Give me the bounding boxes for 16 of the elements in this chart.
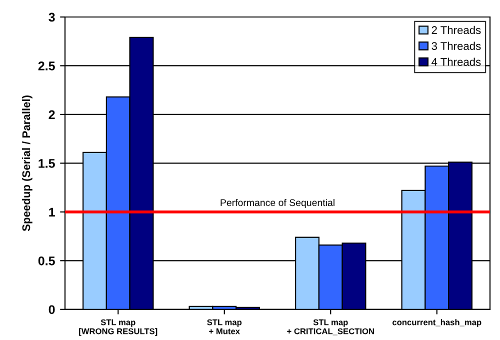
y-tick-label: 0.5	[38, 256, 55, 266]
y-tick-label: 2.5	[38, 62, 55, 70]
legend-label: 3 Threads	[432, 42, 481, 50]
legend-label: 4 Threads	[432, 58, 481, 66]
x-tick-label: STL map [WRONG RESULTS]	[79, 319, 158, 336]
x-tick-label: STL map + CRITICAL_SECTION	[287, 319, 374, 336]
y-tick-label: 1	[49, 208, 55, 216]
y-tick-label: 0	[48, 305, 55, 314]
ref-line-label: Performance of Sequential	[220, 198, 334, 208]
x-tick-label: concurrent_hash_map	[392, 319, 482, 327]
y-tick-label: 1.5	[38, 159, 55, 168]
y-axis-title: Speedup (Serial / Parallel)	[22, 96, 32, 232]
x-tick-label: STL map + Mutex	[207, 319, 242, 334]
y-tick-label: 2	[48, 110, 55, 119]
y-tick-label: 3	[48, 12, 55, 22]
legend-label: 2 Threads	[432, 26, 481, 34]
